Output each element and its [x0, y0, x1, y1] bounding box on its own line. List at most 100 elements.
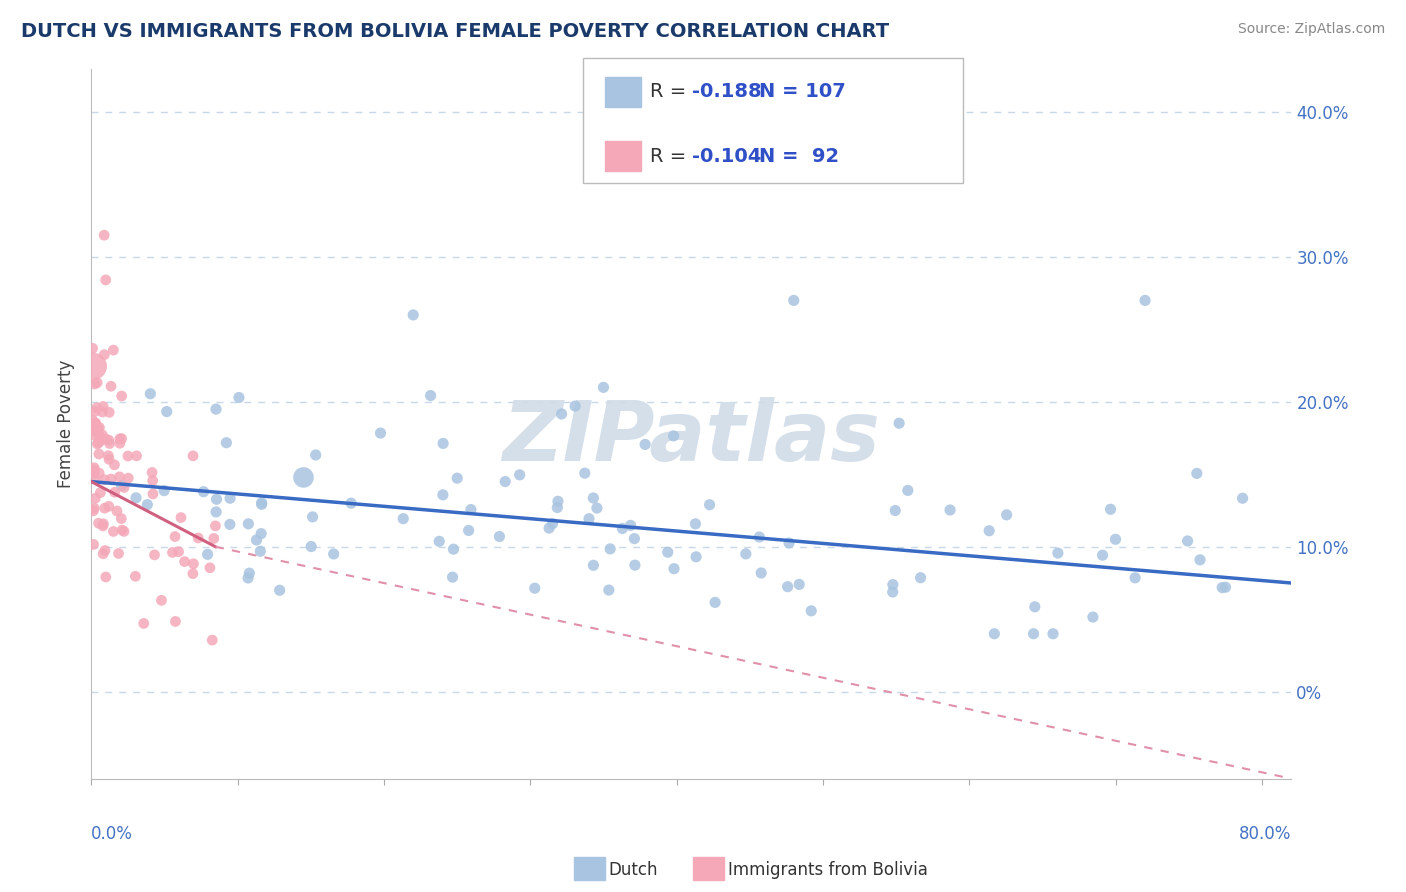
Point	[98, 436, 121, 450]
Point	[205, 402, 228, 417]
Text: -0.104: -0.104	[692, 146, 761, 166]
Point	[97, 449, 120, 463]
Point	[1185, 467, 1208, 481]
Point	[103, 458, 125, 472]
Point	[83, 501, 105, 516]
Point	[104, 485, 127, 500]
Point	[734, 547, 756, 561]
Point	[83, 427, 105, 442]
Point	[547, 494, 569, 508]
Point	[910, 571, 932, 585]
Point	[776, 580, 799, 594]
Point	[103, 524, 125, 539]
Point	[105, 504, 128, 518]
Point	[546, 500, 568, 515]
Point	[1081, 610, 1104, 624]
Point	[125, 491, 148, 505]
Point	[299, 540, 322, 554]
Point	[238, 516, 260, 531]
Point	[82, 504, 104, 518]
Point	[460, 502, 482, 516]
Point	[370, 426, 392, 441]
Point	[83, 460, 105, 475]
Point	[202, 532, 225, 546]
Point	[93, 228, 115, 243]
Point	[685, 549, 707, 564]
Point	[887, 416, 910, 430]
Point	[82, 414, 104, 428]
Point	[322, 547, 344, 561]
Point	[443, 542, 465, 557]
Point	[1177, 533, 1199, 548]
Point	[541, 516, 564, 531]
Point	[432, 488, 454, 502]
Point	[141, 466, 163, 480]
Point	[662, 562, 685, 576]
Point	[94, 273, 117, 287]
Point	[250, 496, 273, 510]
Point	[136, 498, 159, 512]
Point	[1189, 553, 1212, 567]
Point	[97, 500, 120, 514]
Point	[578, 511, 600, 525]
Point	[392, 511, 415, 525]
Point	[153, 483, 176, 498]
Point	[228, 391, 250, 405]
Point	[108, 436, 131, 450]
Point	[108, 432, 131, 446]
Point	[83, 467, 105, 481]
Point	[87, 435, 110, 450]
Point	[1099, 502, 1122, 516]
Point	[1042, 626, 1064, 640]
Point	[1215, 580, 1237, 594]
Point	[205, 505, 228, 519]
Point	[457, 524, 479, 538]
Point	[215, 435, 238, 450]
Point	[488, 529, 510, 543]
Point	[882, 585, 904, 599]
Point	[250, 497, 273, 511]
Point	[238, 566, 260, 581]
Point	[117, 449, 139, 463]
Point	[1211, 581, 1233, 595]
Point	[704, 595, 727, 609]
Point	[83, 463, 105, 477]
Point	[143, 548, 166, 562]
Point	[89, 434, 111, 449]
Point	[107, 547, 129, 561]
Point	[82, 424, 104, 438]
Point	[86, 437, 108, 451]
Text: -0.188: -0.188	[692, 82, 762, 102]
Point	[89, 485, 111, 500]
Point	[97, 433, 120, 447]
Point	[183, 557, 205, 571]
Point	[634, 437, 657, 451]
Point	[201, 633, 224, 648]
Point	[93, 516, 115, 531]
Point	[749, 566, 772, 580]
Point	[98, 452, 121, 467]
Point	[91, 428, 114, 442]
Text: R =: R =	[650, 146, 692, 166]
Point	[181, 449, 204, 463]
Text: N = 107: N = 107	[759, 82, 846, 102]
Point	[748, 530, 770, 544]
Point	[340, 496, 363, 510]
Point	[156, 404, 179, 418]
Point	[269, 583, 291, 598]
Point	[1232, 491, 1254, 506]
Point	[897, 483, 920, 498]
Point	[165, 615, 187, 629]
Point	[111, 478, 134, 492]
Point	[103, 343, 125, 358]
Point	[685, 516, 707, 531]
Point	[198, 561, 221, 575]
Text: Dutch: Dutch	[609, 861, 658, 879]
Point	[778, 536, 800, 550]
Point	[84, 416, 107, 430]
Point	[84, 417, 107, 431]
Point	[1324, 148, 1347, 162]
Point	[162, 545, 184, 559]
Point	[91, 405, 114, 419]
Point	[82, 341, 104, 355]
